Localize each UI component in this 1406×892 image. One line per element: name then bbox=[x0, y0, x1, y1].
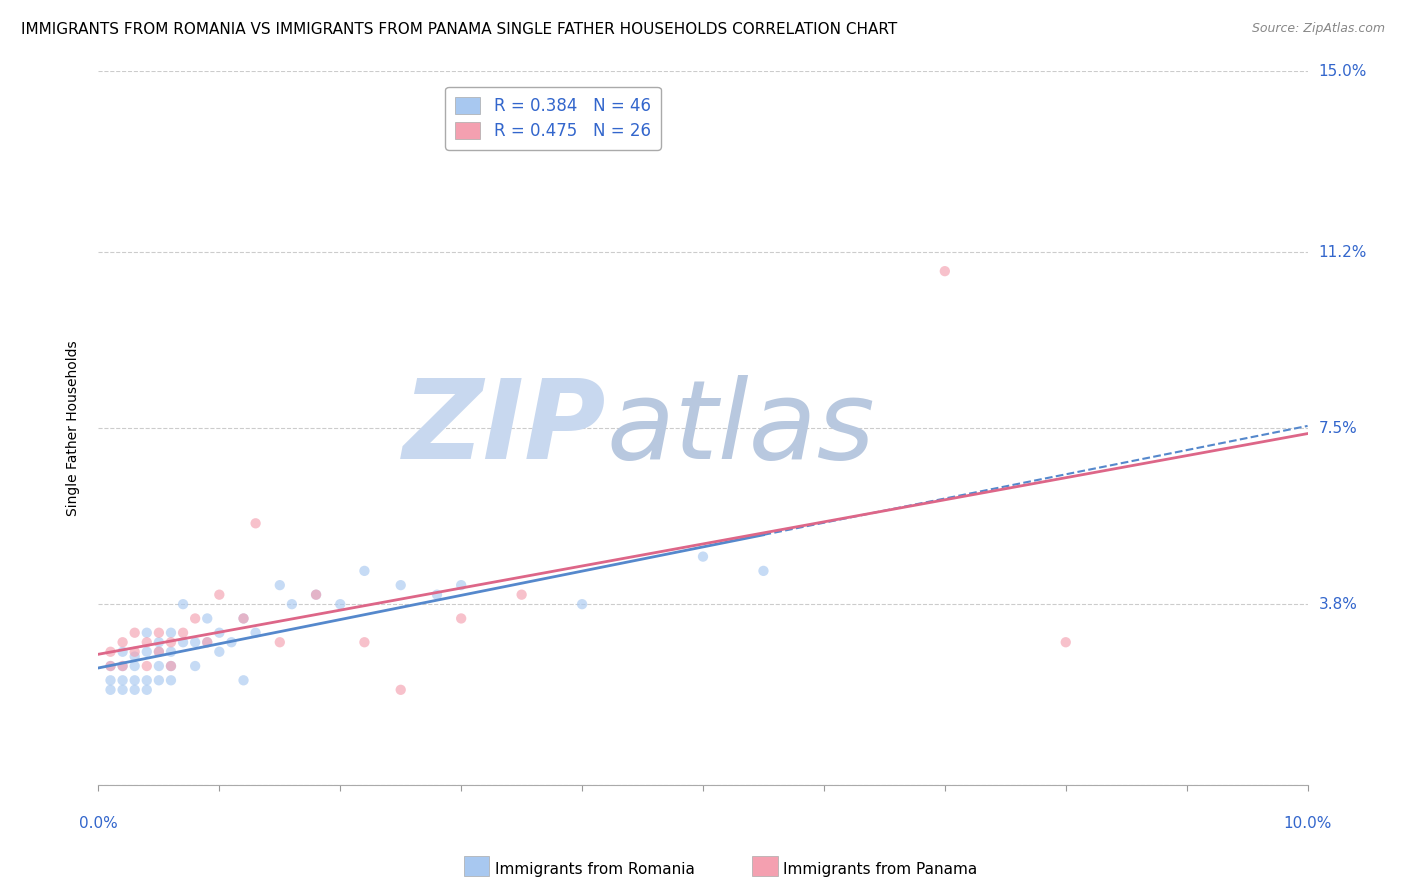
Point bbox=[245, 516, 267, 531]
Point bbox=[111, 659, 134, 673]
Point bbox=[135, 635, 157, 649]
Text: ZIP: ZIP bbox=[402, 375, 606, 482]
Point bbox=[232, 611, 254, 625]
Point bbox=[148, 659, 170, 673]
Point bbox=[100, 645, 122, 659]
Point bbox=[111, 635, 134, 649]
Point bbox=[305, 588, 328, 602]
Text: 10.0%: 10.0% bbox=[1284, 815, 1331, 830]
Point bbox=[184, 635, 207, 649]
Point bbox=[111, 659, 134, 673]
Point bbox=[934, 264, 956, 278]
Text: Immigrants from Romania: Immigrants from Romania bbox=[495, 863, 695, 877]
Point bbox=[389, 578, 412, 592]
Point bbox=[184, 659, 207, 673]
Point bbox=[172, 635, 194, 649]
Point bbox=[172, 625, 194, 640]
Point bbox=[692, 549, 714, 564]
Point bbox=[269, 635, 291, 649]
Point bbox=[100, 659, 122, 673]
Point bbox=[124, 649, 146, 664]
Text: Source: ZipAtlas.com: Source: ZipAtlas.com bbox=[1251, 22, 1385, 36]
Point bbox=[305, 588, 328, 602]
Point bbox=[135, 673, 157, 688]
Point bbox=[208, 588, 231, 602]
Point bbox=[160, 659, 183, 673]
Point bbox=[329, 597, 352, 611]
Point bbox=[160, 673, 183, 688]
Point bbox=[195, 611, 218, 625]
Legend: R = 0.384   N = 46, R = 0.475   N = 26: R = 0.384 N = 46, R = 0.475 N = 26 bbox=[446, 87, 661, 150]
Point bbox=[148, 635, 170, 649]
Point bbox=[160, 659, 183, 673]
Point bbox=[124, 645, 146, 659]
Point bbox=[135, 682, 157, 697]
Point bbox=[111, 682, 134, 697]
Point bbox=[124, 659, 146, 673]
Point bbox=[245, 625, 267, 640]
Text: IMMIGRANTS FROM ROMANIA VS IMMIGRANTS FROM PANAMA SINGLE FATHER HOUSEHOLDS CORRE: IMMIGRANTS FROM ROMANIA VS IMMIGRANTS FR… bbox=[21, 22, 897, 37]
Point bbox=[389, 682, 412, 697]
Point bbox=[195, 635, 218, 649]
Text: 3.8%: 3.8% bbox=[1319, 597, 1358, 612]
Point bbox=[184, 611, 207, 625]
Point bbox=[135, 645, 157, 659]
Text: 7.5%: 7.5% bbox=[1319, 421, 1357, 435]
Point bbox=[232, 673, 254, 688]
Point bbox=[269, 578, 291, 592]
Point bbox=[160, 645, 183, 659]
Point bbox=[353, 564, 375, 578]
Point bbox=[100, 682, 122, 697]
Point bbox=[208, 625, 231, 640]
Point bbox=[111, 673, 134, 688]
Point bbox=[450, 578, 472, 592]
Point bbox=[195, 635, 218, 649]
Point bbox=[124, 625, 146, 640]
Point bbox=[111, 645, 134, 659]
Point bbox=[571, 597, 593, 611]
Point bbox=[450, 611, 472, 625]
Point bbox=[148, 673, 170, 688]
Point bbox=[208, 645, 231, 659]
Text: 11.2%: 11.2% bbox=[1319, 244, 1367, 260]
Point bbox=[1054, 635, 1077, 649]
Point bbox=[100, 659, 122, 673]
Point bbox=[353, 635, 375, 649]
Point bbox=[510, 588, 533, 602]
Point bbox=[221, 635, 243, 649]
Point bbox=[135, 659, 157, 673]
Point bbox=[160, 625, 183, 640]
Point bbox=[752, 564, 775, 578]
Point bbox=[148, 625, 170, 640]
Point bbox=[124, 673, 146, 688]
Point bbox=[135, 625, 157, 640]
Point bbox=[148, 645, 170, 659]
Point bbox=[148, 645, 170, 659]
Text: 0.0%: 0.0% bbox=[79, 815, 118, 830]
Y-axis label: Single Father Households: Single Father Households bbox=[66, 341, 80, 516]
Point bbox=[160, 635, 183, 649]
Text: atlas: atlas bbox=[606, 375, 875, 482]
Text: Immigrants from Panama: Immigrants from Panama bbox=[783, 863, 977, 877]
Point bbox=[100, 673, 122, 688]
Point bbox=[232, 611, 254, 625]
Point bbox=[172, 597, 194, 611]
Point bbox=[124, 682, 146, 697]
Text: 15.0%: 15.0% bbox=[1319, 64, 1367, 78]
Point bbox=[281, 597, 304, 611]
Point bbox=[426, 588, 449, 602]
